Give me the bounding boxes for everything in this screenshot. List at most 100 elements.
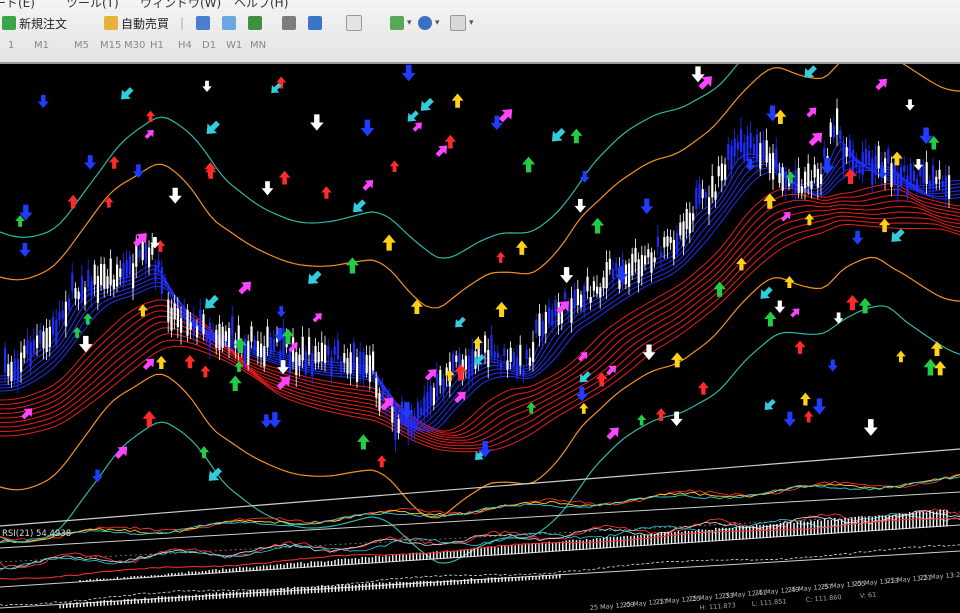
terminal-toolbar: ード(E) ツール(T) ウィンドウ(W) ヘルプ(H) 新規注文 自動売買 |… [0,0,960,64]
candle-body [509,347,512,362]
time-axis-label: 25 May 12:57 [788,583,833,594]
indicators-button[interactable]: ▾ [390,13,412,33]
arrow-shape [205,165,217,179]
candle-body [269,337,272,353]
candle-body [125,259,128,277]
arrow-shape [846,294,859,311]
candle-body [816,168,819,188]
candle-body [10,361,13,381]
candle-body [29,341,32,366]
signal-arrow-icon [574,199,587,213]
candle-body [560,309,563,324]
menu-window[interactable]: ウィンドウ(W) [140,0,222,10]
candle-body [650,252,653,273]
fast-ma-line [0,165,960,431]
candle-body [772,152,775,180]
candle-body [16,359,19,382]
candle-body [884,158,887,183]
candle-body [871,158,874,186]
timeframe-button[interactable]: M30 [124,40,146,51]
signal-arrow-icon [108,156,120,169]
candle-body [925,162,928,184]
new-order-button[interactable]: 新規注文 [2,13,67,33]
menu-tools[interactable]: ツール(T) [66,0,119,10]
zoom-in-button[interactable] [282,13,296,33]
candle-body [868,150,871,165]
signal-arrow-icon [642,344,656,361]
timeframe-button[interactable]: MN [250,40,267,51]
candle-body [295,352,298,376]
line-chart-button[interactable] [248,13,262,33]
arrow-shape [928,135,940,150]
candle-body [202,314,205,335]
arrow-shape [878,218,891,233]
arrow-shape [820,157,835,175]
signal-arrow-icon [691,66,705,83]
candle-body [861,152,864,176]
signal-arrow-icon [846,294,859,311]
price-chart-canvas[interactable]: RSI(21) 54.4938 25 May 12:09 25 May 12:1… [0,64,960,613]
arrow-shape [774,109,787,124]
tile-windows-button[interactable] [308,13,322,33]
timeframe-button[interactable]: W1 [226,40,243,51]
candle-body [276,337,279,343]
candle-chart-button[interactable] [222,13,236,33]
candle-body [893,161,896,185]
arrow-shape [764,311,777,327]
toolbar-sep-1: | [180,16,185,30]
timeframe-button[interactable]: H4 [178,40,192,51]
timeframe-button[interactable]: M5 [74,40,89,51]
candle-body [128,255,131,275]
arrow-shape [376,455,387,468]
candle-body [944,175,947,198]
candle-body [442,378,445,393]
menu-edit[interactable]: ード(E) [0,0,35,10]
signal-arrow-icon [763,193,777,209]
zoom-in-icon [282,16,296,30]
upper-outer-band [0,64,739,259]
candle-body [637,259,640,283]
signal-arrow-icon [114,446,128,459]
candle-body [381,386,384,401]
signal-arrow-icon [144,129,154,140]
timeframe-button[interactable]: M15 [100,40,122,51]
time-axis-label: 25 May 13:13 [854,577,899,588]
arrow-shape [137,304,148,317]
arrow-shape [435,145,448,157]
candle-body [45,328,48,352]
timeframe-button[interactable]: M1 [34,40,49,51]
signal-arrow-icon [930,341,944,357]
candle-body [906,175,909,196]
candle-body [311,353,314,377]
candle-body [548,307,551,324]
timeframe-button[interactable]: 1 [8,40,15,51]
signal-arrow-icon [878,218,891,233]
templates-button[interactable]: ▾ [450,13,474,33]
candle-body [839,130,842,140]
candle-body [516,356,519,377]
candle-body [455,355,458,362]
bar-chart-button[interactable] [196,13,210,33]
signal-arrow-icon [21,408,33,420]
timeframe-button[interactable]: D1 [202,40,217,51]
candle-body [170,308,173,331]
auto-trade-button[interactable]: 自動売買 [104,13,169,33]
candle-body [672,239,675,259]
price-chart-window[interactable]: RSI(21) 54.4938 25 May 12:09 25 May 12:1… [0,64,960,613]
chart-shift-button[interactable] [346,13,362,33]
candle-body [688,212,691,234]
candle-body [493,351,496,359]
periods-button[interactable]: ▾ [418,13,440,33]
timeframe-button[interactable]: H1 [150,40,164,51]
candle-body [832,126,835,138]
candle-body [359,352,362,375]
candle-body [212,331,215,341]
arrow-shape [919,127,934,145]
arrow-shape [310,114,324,131]
candle-body [938,169,941,180]
candle-body [352,342,355,370]
candle-body [573,289,576,309]
candle-body [90,280,93,297]
candle-body [903,165,906,172]
menu-help[interactable]: ヘルプ(H) [234,0,289,10]
